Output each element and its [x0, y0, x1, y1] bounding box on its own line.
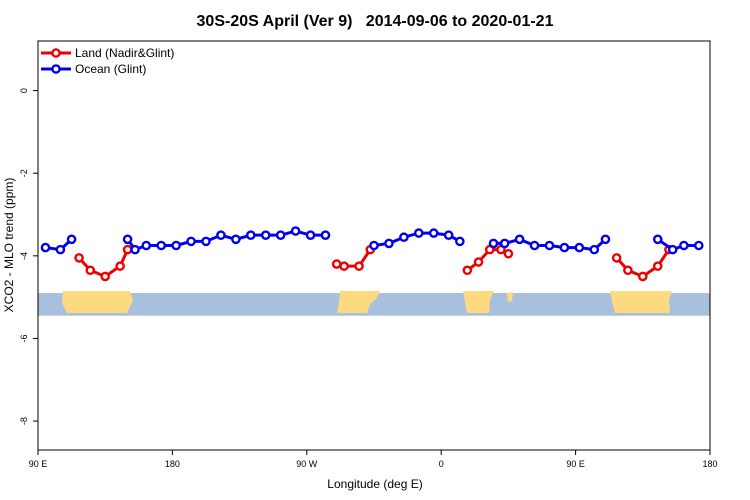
- y-axis: 0 -2 -4 -6 -8: [19, 88, 38, 425]
- data-point: [529, 240, 540, 251]
- data-point: [679, 240, 689, 251]
- ocean-band: [38, 293, 710, 316]
- land-shape: [610, 291, 672, 313]
- data-point: [589, 244, 600, 255]
- data-point: [122, 244, 133, 255]
- land-shape: [62, 291, 133, 313]
- legend-marker: [51, 64, 61, 74]
- data-point: [638, 271, 648, 282]
- x-tick-label: 90 E: [566, 459, 585, 469]
- data-point: [559, 242, 570, 253]
- data-point: [399, 232, 409, 243]
- data-point: [611, 253, 622, 263]
- data-point: [331, 259, 342, 269]
- data-point: [171, 240, 181, 251]
- series-land: [74, 244, 674, 282]
- land-shape: [507, 292, 513, 302]
- data-point: [245, 230, 256, 240]
- data-point: [275, 230, 286, 240]
- legend-label: Land (Nadir&Glint): [75, 46, 174, 60]
- x-axis-label: Longitude (deg E): [327, 477, 422, 491]
- data-point: [201, 236, 211, 247]
- data-point: [260, 230, 271, 240]
- plot-series: [40, 226, 704, 282]
- data-point: [290, 226, 301, 236]
- data-point: [413, 228, 424, 238]
- series-line: [656, 238, 699, 252]
- series-ocean: [40, 226, 704, 255]
- data-point: [623, 265, 633, 276]
- data-point: [122, 234, 133, 245]
- data-point: [231, 234, 241, 245]
- legend: Land (Nadir&Glint) Ocean (Glint): [41, 46, 174, 76]
- map-band: [38, 291, 710, 316]
- plot-frame: [37, 40, 711, 451]
- land-shape: [463, 291, 494, 313]
- data-point: [305, 230, 316, 240]
- x-axis: 90 E 180 90 W 0 90 E 180: [29, 450, 718, 469]
- y-tick-label: -2: [19, 169, 29, 177]
- data-point: [141, 240, 152, 251]
- data-point: [130, 244, 140, 255]
- y-tick-label: 0: [19, 88, 29, 93]
- data-point: [40, 242, 51, 253]
- x-tick-label: 90 E: [29, 459, 48, 469]
- x-tick-label: 90 W: [296, 459, 318, 469]
- y-axis-label: XCO2 - MLO trend (ppm): [2, 178, 16, 313]
- data-point: [514, 234, 525, 245]
- data-point: [455, 236, 465, 247]
- data-point: [55, 244, 66, 255]
- x-tick-label: 0: [439, 459, 444, 469]
- data-point: [667, 244, 678, 255]
- chart-title: 30S-20S April (Ver 9) 2014-09-06 to 2020…: [197, 13, 554, 30]
- data-point: [74, 253, 84, 263]
- data-point: [156, 240, 166, 251]
- data-point: [186, 236, 196, 247]
- data-point: [354, 261, 364, 271]
- legend-marker: [51, 48, 61, 58]
- data-point: [503, 248, 514, 259]
- data-point: [428, 228, 439, 238]
- data-point: [499, 238, 510, 249]
- data-point: [320, 230, 331, 240]
- data-point: [652, 261, 663, 271]
- data-point: [600, 234, 611, 245]
- x-tick-label: 180: [165, 459, 180, 469]
- data-point: [369, 240, 379, 251]
- data-point: [488, 238, 499, 249]
- data-point: [85, 265, 96, 276]
- legend-label: Ocean (Glint): [75, 62, 146, 76]
- data-point: [115, 261, 125, 271]
- data-point: [66, 234, 77, 245]
- data-point: [652, 234, 663, 245]
- data-point: [473, 257, 484, 267]
- data-point: [216, 230, 226, 240]
- data-point: [544, 240, 555, 251]
- y-tick-label: -4: [19, 252, 29, 260]
- y-tick-label: -6: [19, 334, 29, 342]
- data-point: [443, 230, 454, 240]
- data-point: [694, 240, 704, 251]
- data-point: [100, 271, 110, 282]
- data-point: [339, 261, 349, 271]
- data-point: [384, 238, 394, 249]
- land-shape: [337, 291, 380, 313]
- y-tick-label: -8: [19, 417, 29, 425]
- data-point: [462, 265, 473, 276]
- x-tick-label: 180: [702, 459, 717, 469]
- data-point: [574, 242, 585, 253]
